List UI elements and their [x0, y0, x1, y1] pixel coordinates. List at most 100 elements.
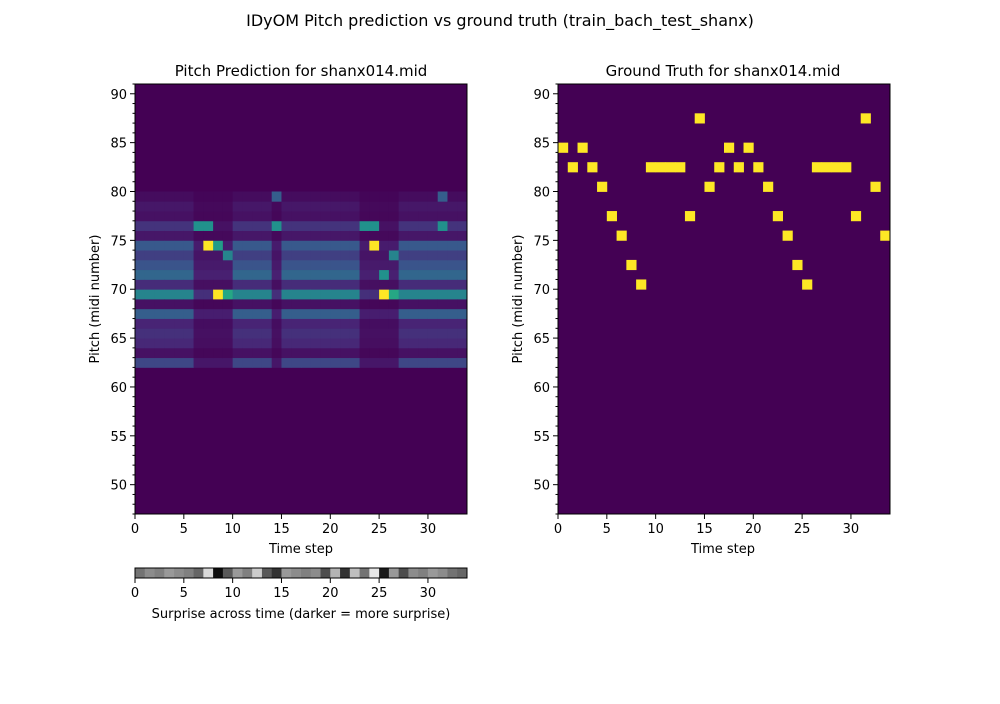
- x-tick-label: 25: [371, 522, 388, 537]
- prediction-cell: [164, 269, 175, 280]
- prediction-cell: [457, 347, 468, 359]
- prediction-cell: [369, 191, 380, 202]
- prediction-cell: [144, 220, 155, 231]
- ground-truth-note: [606, 211, 617, 222]
- prediction-cell: [418, 211, 429, 222]
- x-tick-label: 15: [273, 522, 290, 537]
- prediction-cell: [213, 308, 224, 319]
- prediction-cell: [388, 230, 400, 241]
- surprise-cell: [369, 568, 380, 578]
- prediction-cell: [174, 201, 185, 212]
- prediction-cell: [437, 308, 448, 319]
- prediction-cell: [271, 250, 282, 261]
- ground-truth-note: [587, 162, 598, 173]
- prediction-cell: [213, 220, 224, 231]
- prediction-cell: [242, 279, 253, 290]
- prediction-cell: [203, 250, 214, 261]
- prediction-cell: [213, 211, 224, 222]
- prediction-cell: [174, 191, 185, 202]
- prediction-cell: [164, 318, 175, 329]
- prediction-cell: [203, 269, 214, 280]
- prediction-cell: [437, 269, 448, 280]
- prediction-cell: [330, 328, 341, 339]
- prediction-cell: [203, 338, 214, 349]
- ground-truth-note: [782, 230, 793, 241]
- prediction-cell: [135, 279, 146, 290]
- prediction-cell: [447, 191, 458, 202]
- prediction-cell: [242, 269, 253, 280]
- y-tick-label: 70: [110, 283, 127, 298]
- prediction-cell: [261, 191, 273, 202]
- prediction-x-label: Time step: [268, 542, 333, 557]
- prediction-cell: [388, 250, 400, 261]
- prediction-cell: [320, 240, 331, 251]
- surprise-cell: [261, 568, 273, 578]
- prediction-cell: [408, 357, 419, 368]
- prediction-cell: [359, 201, 370, 212]
- prediction-cell: [457, 211, 468, 222]
- prediction-cell: [164, 191, 175, 202]
- prediction-cell: [144, 289, 155, 300]
- prediction-cell: [320, 328, 331, 339]
- prediction-cell: [418, 259, 429, 271]
- surprise-cell: [174, 568, 185, 578]
- prediction-cell: [203, 240, 214, 251]
- prediction-cell: [437, 191, 448, 202]
- prediction-cell: [369, 269, 380, 280]
- prediction-cell: [388, 211, 400, 222]
- prediction-cell: [310, 220, 321, 231]
- prediction-cell: [271, 191, 282, 202]
- prediction-cell: [418, 308, 429, 319]
- prediction-cell: [340, 230, 351, 241]
- prediction-cell: [398, 289, 409, 300]
- prediction-title: Pitch Prediction for shanx014.mid: [175, 62, 428, 80]
- prediction-cell: [183, 269, 194, 280]
- prediction-cell: [349, 299, 360, 310]
- prediction-cell: [437, 240, 448, 251]
- prediction-cell: [164, 338, 175, 349]
- ground-truth-y-label: Pitch (midi number): [511, 235, 526, 364]
- prediction-cell: [301, 308, 312, 319]
- prediction-cell: [379, 250, 390, 261]
- prediction-cell: [154, 308, 165, 319]
- prediction-cell: [135, 338, 146, 349]
- surprise-cell: [242, 568, 253, 578]
- prediction-cell: [232, 220, 243, 231]
- ground-truth-note: [743, 142, 754, 153]
- prediction-cell: [271, 357, 282, 368]
- surprise-cell: [379, 568, 390, 578]
- prediction-cell: [213, 289, 224, 300]
- prediction-cell: [252, 191, 263, 202]
- prediction-cell: [408, 220, 419, 231]
- prediction-cell: [447, 269, 458, 280]
- prediction-cell: [388, 347, 400, 359]
- prediction-cell: [447, 201, 458, 212]
- prediction-cell: [222, 240, 234, 251]
- ground-truth-note: [675, 162, 686, 173]
- surprise-cell: [203, 568, 214, 578]
- prediction-cell: [213, 279, 224, 290]
- prediction-cell: [261, 279, 273, 290]
- ground-truth-note: [655, 162, 666, 173]
- prediction-cell: [379, 308, 390, 319]
- prediction-cell: [271, 338, 282, 349]
- prediction-cell: [408, 299, 419, 310]
- prediction-cell: [154, 201, 165, 212]
- prediction-cell: [261, 250, 273, 261]
- prediction-cell: [144, 230, 155, 241]
- prediction-cell: [379, 318, 390, 329]
- prediction-cell: [369, 279, 380, 290]
- prediction-cell: [369, 338, 380, 349]
- prediction-cell: [203, 201, 214, 212]
- prediction-cell: [174, 240, 185, 251]
- prediction-cell: [369, 299, 380, 310]
- prediction-cell: [408, 338, 419, 349]
- prediction-cell: [174, 347, 185, 359]
- prediction-cell: [379, 279, 390, 290]
- figure-title: IDyOM Pitch prediction vs ground truth (…: [246, 11, 754, 31]
- prediction-cell: [369, 357, 380, 368]
- prediction-cell: [418, 299, 429, 310]
- prediction-cell: [183, 191, 194, 202]
- prediction-cell: [398, 338, 409, 349]
- surprise-cell: [359, 568, 370, 578]
